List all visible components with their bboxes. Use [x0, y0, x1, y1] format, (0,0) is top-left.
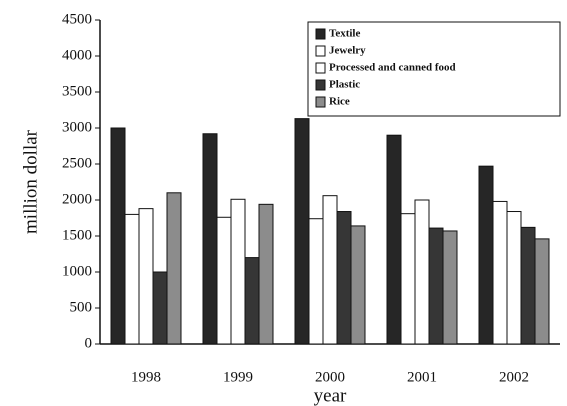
y-tick-label: 4500	[62, 11, 92, 27]
x-tick-label: 2002	[499, 369, 529, 385]
y-tick-label: 2500	[62, 155, 92, 171]
y-tick-label: 1500	[62, 227, 92, 243]
x-axis-title: year	[314, 385, 347, 406]
legend-label: Rice	[329, 96, 350, 108]
y-tick-label: 4000	[62, 47, 92, 63]
y-tick-label: 0	[85, 335, 93, 351]
y-tick-label: 3500	[62, 83, 92, 99]
bar	[400, 213, 416, 345]
legend-label: Plastic	[329, 79, 360, 91]
bar	[258, 203, 274, 345]
bar	[138, 208, 154, 345]
bar	[492, 200, 508, 345]
legend-label: Processed and canned food	[329, 62, 456, 74]
legend-swatch	[315, 45, 326, 57]
y-tick-label: 500	[70, 299, 93, 315]
bar	[520, 226, 536, 345]
legend-swatch	[315, 79, 326, 91]
x-tick-label: 2001	[407, 369, 437, 385]
y-tick-label: 2000	[62, 191, 92, 207]
bar	[386, 134, 402, 345]
legend-label: Textile	[329, 28, 360, 40]
bar	[308, 218, 324, 345]
bar	[110, 127, 126, 345]
y-axis-title: million dollar	[20, 129, 41, 234]
bar	[428, 227, 444, 345]
bar	[478, 165, 494, 345]
bar	[152, 271, 168, 345]
bar	[336, 211, 352, 345]
bar	[350, 225, 366, 345]
y-tick-label: 3000	[62, 119, 92, 135]
legend-swatch	[315, 62, 326, 74]
bar	[202, 133, 218, 345]
legend-label: Jewelry	[329, 45, 366, 57]
bar	[244, 257, 260, 345]
bar	[216, 216, 232, 345]
bar	[414, 199, 430, 345]
legend-swatch	[315, 28, 326, 40]
bar	[506, 211, 522, 345]
legend-box	[307, 21, 561, 117]
x-tick-label: 1999	[223, 369, 253, 385]
bar	[294, 118, 310, 345]
y-tick-label: 1000	[62, 263, 92, 279]
bar	[230, 198, 246, 345]
bar	[322, 195, 338, 345]
legend-swatch	[315, 96, 326, 108]
bar	[442, 230, 458, 345]
x-tick-label: 1998	[131, 369, 161, 385]
bar	[534, 238, 550, 345]
bar	[124, 213, 140, 345]
x-tick-label: 2000	[315, 369, 345, 385]
bar	[166, 192, 182, 345]
